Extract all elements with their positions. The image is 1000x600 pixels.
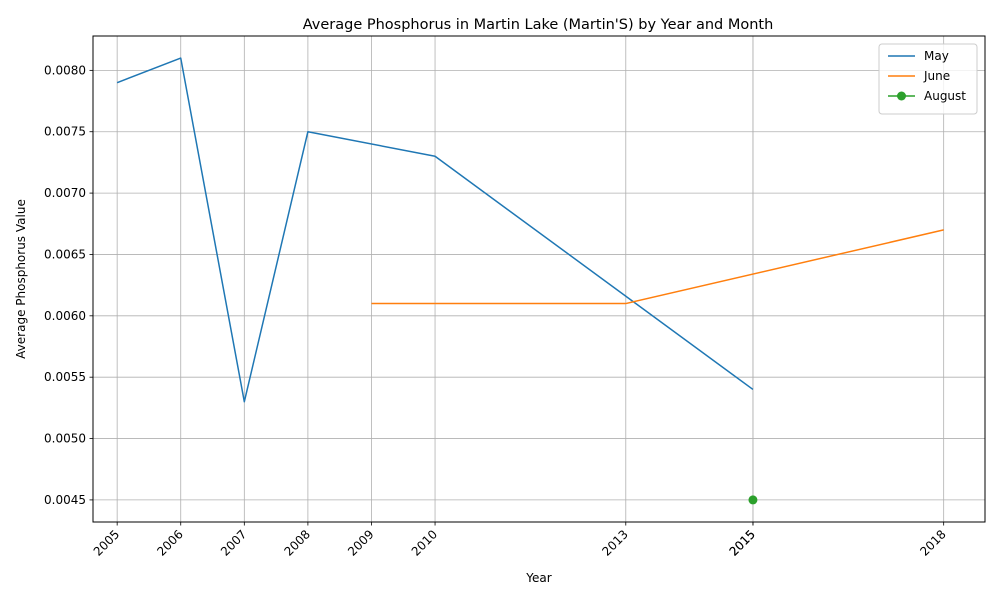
legend: May June August <box>878 43 978 115</box>
y-axis-ticks: 0.0045 0.0050 0.0055 0.0060 0.0065 0.0070 0.00… <box>44 63 93 507</box>
legend-marker-august <box>897 91 906 101</box>
series-line-june <box>371 229 944 305</box>
chart-title: Average Phosphorus in Martin Lake (Marti… <box>303 17 774 33</box>
series-line-may <box>116 57 754 403</box>
y-tick-label: 0.0060 <box>44 309 86 323</box>
y-tick-label: 0.0045 <box>44 493 86 507</box>
grid <box>93 36 985 522</box>
y-tick-label: 0.0065 <box>44 247 86 261</box>
series-lines <box>116 57 944 505</box>
plot-frame <box>92 35 986 523</box>
y-tick-label: 0.0055 <box>44 370 86 384</box>
y-tick-label: 0.0075 <box>44 125 86 139</box>
y-axis-label: Average Phosphorus Value <box>14 199 28 359</box>
y-tick-label: 0.0080 <box>44 63 86 77</box>
data-point-august <box>748 495 758 505</box>
legend-label-august: August <box>924 89 966 103</box>
y-tick-label: 0.0050 <box>44 432 86 446</box>
x-axis-label: Year <box>525 571 551 585</box>
y-tick-label: 0.0070 <box>44 186 86 200</box>
legend-label-june: June <box>923 69 950 83</box>
legend-label-may: May <box>924 49 949 63</box>
